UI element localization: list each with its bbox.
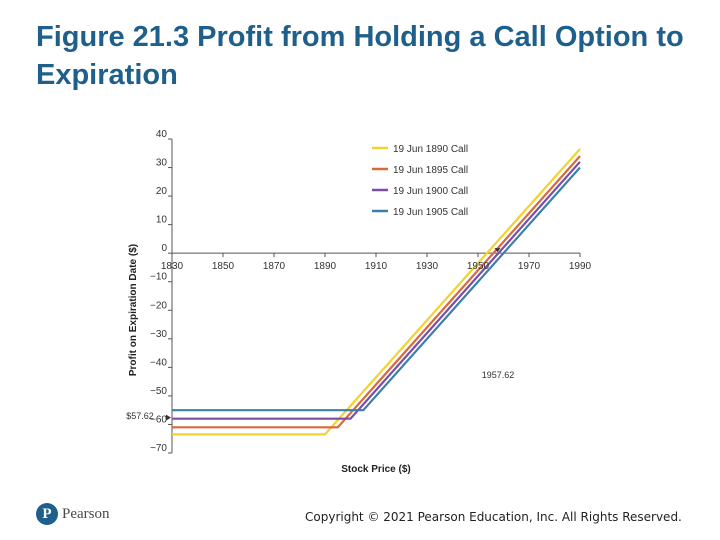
cost-annotation: $57.62 — [126, 411, 154, 421]
legend-label: 19 Jun 1890 Call — [393, 144, 468, 155]
legend-label: 19 Jun 1900 Call — [393, 186, 468, 197]
y-tick-label: 30 — [156, 158, 168, 169]
series-line — [172, 148, 581, 436]
series-line — [172, 166, 581, 412]
slide-title: Figure 21.3 Profit from Holding a Call O… — [36, 21, 684, 91]
x-tick-label: 1970 — [518, 261, 541, 272]
legend-label: 19 Jun 1895 Call — [393, 165, 468, 176]
x-tick-label: 1850 — [212, 261, 235, 272]
y-tick-label: 0 — [161, 243, 167, 254]
pearson-logo-icon: P — [36, 503, 58, 525]
y-tick-label: 10 — [156, 215, 168, 226]
call-option-profit-chart: Stock Price ($) Profit on Expiration Dat… — [126, 129, 592, 475]
pearson-logo: P Pearson — [36, 502, 110, 526]
y-tick-label: −10 — [150, 272, 167, 283]
x-tick-label: 1910 — [365, 261, 388, 272]
pearson-logo-text: Pearson — [62, 505, 110, 522]
y-tick-label: 40 — [156, 129, 168, 140]
y-tick-label: −60 — [150, 414, 167, 425]
legend-label: 19 Jun 1905 Call — [393, 207, 468, 218]
y-axis-title: Profit on Expiration Date ($) — [128, 244, 139, 376]
series-line — [172, 155, 581, 429]
x-tick-label: 1930 — [416, 261, 439, 272]
x-tick-label: 1830 — [161, 261, 184, 272]
price-annotation: 1957.62 — [482, 370, 515, 380]
x-tick-label: 1950 — [467, 261, 490, 272]
y-tick-label: −20 — [150, 300, 167, 311]
y-tick-label: −50 — [150, 386, 167, 397]
legend-box — [366, 138, 480, 218]
breakeven-arrow-icon — [494, 248, 501, 253]
x-tick-label: 1890 — [314, 261, 337, 272]
x-tick-label: 1990 — [569, 261, 592, 272]
y-tick-label: −70 — [150, 443, 167, 454]
cost-arrow-icon — [166, 414, 171, 421]
y-tick-label: −30 — [150, 329, 167, 340]
x-tick-label: 1870 — [263, 261, 286, 272]
copyright-notice: Copyright © 2021 Pearson Education, Inc.… — [305, 510, 682, 524]
x-axis-title: Stock Price ($) — [341, 464, 410, 475]
y-tick-label: 20 — [156, 186, 168, 197]
y-tick-label: −40 — [150, 357, 167, 368]
series-line — [172, 161, 581, 420]
